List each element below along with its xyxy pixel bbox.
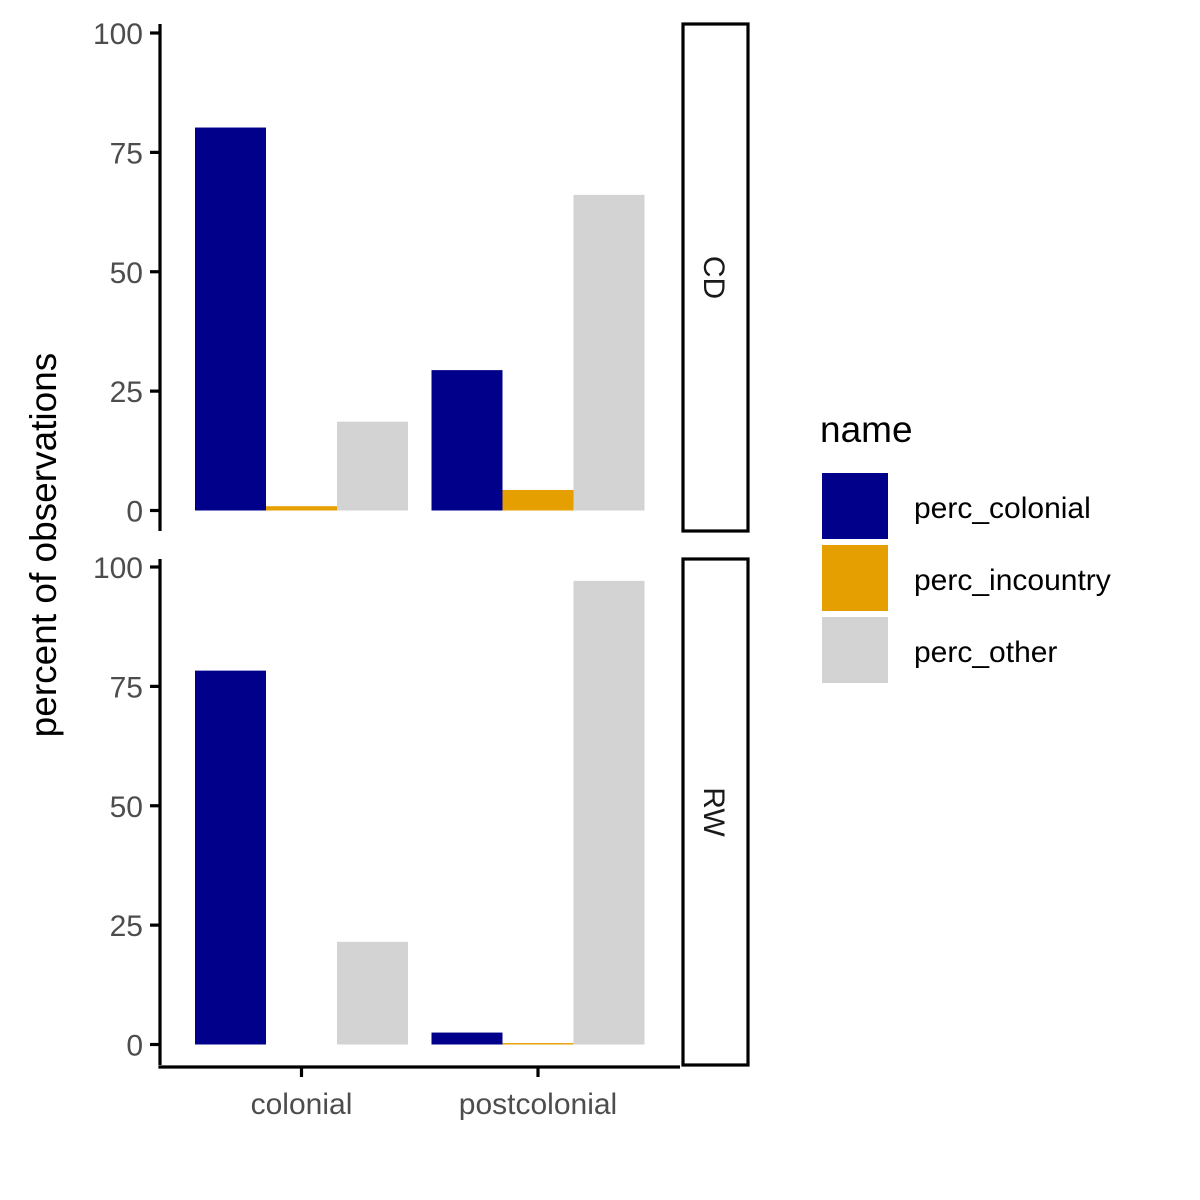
bar-cd-postcolonial-perc_incountry [502,489,574,511]
y-tick-label: 50 [110,791,143,824]
y-tick-label: 100 [93,552,143,585]
bar-cd-colonial-perc_incountry [266,506,337,511]
facet-strip [681,557,750,1067]
legend-label-perc_incountry: perc_incountry [914,564,1111,597]
y-tick-label: 75 [110,671,143,704]
y-axis-title: percent of observations [23,353,64,738]
x-tick-label: postcolonial [459,1088,617,1121]
facet-label: CD [697,256,730,299]
bar-cd-postcolonial-perc_other [573,194,645,511]
legend-key-perc_incountry [822,545,888,611]
y-tick-label: 25 [110,376,143,409]
panel-rw: 0 25 50 75 100 RW [93,552,750,1067]
bar-rw-postcolonial-perc_colonial [431,1032,503,1045]
legend-label-perc_other: perc_other [914,636,1057,669]
bar-rw-postcolonial-perc_incountry [502,1043,574,1045]
legend-label-perc_colonial: perc_colonial [914,492,1091,525]
y-tick-label: 100 [93,18,143,51]
legend: name perc_colonial perc_incountry perc_oth… [820,409,1111,683]
bar-rw-colonial-perc_colonial [195,670,266,1045]
y-tick-label: 25 [110,910,143,943]
legend-key-perc_colonial [822,473,888,539]
panels: 0 25 50 75 100 CD 0 25 50 75 100 RW [93,18,750,1067]
y-tick-label: 75 [110,137,143,170]
facet-label: RW [697,787,730,837]
x-tick-label: colonial [251,1088,353,1121]
bar-cd-postcolonial-perc_colonial [431,370,503,511]
y-tick-label: 0 [126,496,143,529]
panel-cd: 0 25 50 75 100 CD [93,18,750,533]
bar-rw-postcolonial-perc_other [573,580,645,1045]
y-tick-label: 50 [110,257,143,290]
y-tick-label: 0 [126,1030,143,1063]
legend-title: name [820,409,913,450]
bar-rw-colonial-perc_other [337,941,408,1045]
facet-strip [681,22,750,533]
x-axis: colonial postcolonial [158,1065,680,1121]
bar-cd-colonial-perc_colonial [195,127,266,511]
legend-key-perc_other [822,617,888,683]
bar-cd-colonial-perc_other [337,421,408,511]
